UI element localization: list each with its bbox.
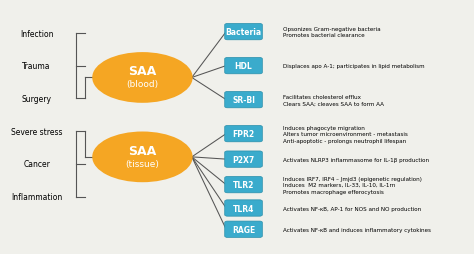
Circle shape	[93, 54, 192, 103]
FancyBboxPatch shape	[225, 58, 262, 74]
FancyBboxPatch shape	[225, 177, 262, 193]
FancyBboxPatch shape	[225, 92, 262, 108]
Text: Cancer: Cancer	[23, 160, 50, 169]
Text: Infection: Infection	[20, 29, 54, 38]
Text: SAA: SAA	[128, 65, 156, 78]
FancyBboxPatch shape	[225, 221, 262, 237]
Text: Activates NF-κB and induces inflammatory cytokines: Activates NF-κB and induces inflammatory…	[283, 227, 431, 232]
FancyBboxPatch shape	[225, 126, 262, 142]
Circle shape	[93, 133, 192, 182]
Text: Surgery: Surgery	[22, 94, 52, 104]
Text: Activates NLRP3 inflammasome for IL-1β production: Activates NLRP3 inflammasome for IL-1β p…	[283, 157, 429, 162]
Text: Bacteria: Bacteria	[226, 28, 262, 37]
Text: Facilitates cholesterol efflux
Clears SAA; cleaves SAA to form AA: Facilitates cholesterol efflux Clears SA…	[283, 94, 384, 106]
Text: (tissue): (tissue)	[126, 159, 159, 168]
Text: Opsonizes Gram-negative bacteria
Promotes bacterial clearance: Opsonizes Gram-negative bacteria Promote…	[283, 27, 381, 38]
Text: Displaces apo A-1; participates in lipid metabolism: Displaces apo A-1; participates in lipid…	[283, 64, 425, 69]
FancyBboxPatch shape	[225, 24, 262, 41]
Text: Induces phagocyte migration
Alters tumor microenvironment - metastasis
Anti-apop: Induces phagocyte migration Alters tumor…	[283, 125, 409, 143]
Text: TLR2: TLR2	[233, 180, 254, 189]
Text: Inflammation: Inflammation	[11, 192, 62, 201]
Text: SR-BI: SR-BI	[232, 96, 255, 105]
Text: P2X7: P2X7	[232, 155, 255, 164]
Text: Activates NF-κB, AP-1 for NOS and NO production: Activates NF-κB, AP-1 for NOS and NO pro…	[283, 206, 422, 211]
FancyBboxPatch shape	[225, 200, 262, 216]
Text: FPR2: FPR2	[232, 130, 255, 139]
Text: (blood): (blood)	[127, 80, 158, 89]
Text: TLR4: TLR4	[233, 204, 254, 213]
Text: Induces IRF7, IRF4 – Jmjd3 (epigenetic regulation)
Induces  M2 markers, IL-33, I: Induces IRF7, IRF4 – Jmjd3 (epigenetic r…	[283, 176, 422, 194]
Text: RAGE: RAGE	[232, 225, 255, 234]
Text: HDL: HDL	[235, 62, 252, 71]
Text: Trauma: Trauma	[22, 62, 51, 71]
Text: SAA: SAA	[128, 144, 156, 157]
Text: Severe stress: Severe stress	[11, 127, 63, 136]
FancyBboxPatch shape	[225, 151, 262, 168]
